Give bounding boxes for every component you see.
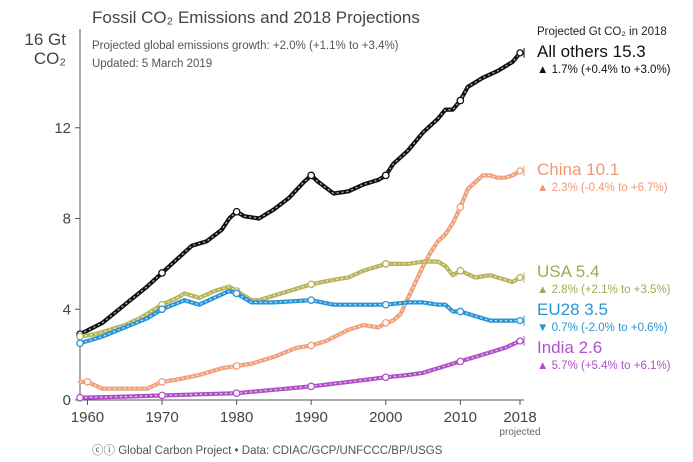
projection-point-india — [516, 337, 524, 345]
data-point-all_others — [232, 207, 241, 216]
data-point-china — [381, 319, 390, 327]
legend-growth-china: ▲ 2.3% (-0.4% to +6.7%) — [537, 182, 668, 194]
growth-note: Projected global emissions growth: +2.0%… — [92, 40, 399, 52]
y-tick-label: 8 — [63, 211, 71, 228]
data-point-eu28 — [307, 296, 316, 305]
y-tick-label: 4 — [63, 301, 71, 318]
legend-name-usa: USA 5.4 — [537, 262, 600, 281]
series-all_others — [76, 47, 525, 339]
legend-name-china: China 10.1 — [537, 160, 620, 179]
x-tick-label: 1980 — [220, 409, 253, 426]
data-point-all_others — [381, 171, 390, 180]
y-axis-title: 16 Gt CO₂ — [4, 30, 66, 68]
data-point-china — [456, 203, 465, 212]
legend-growth-india: ▲ 5.7% (+5.4% to +6.1%) — [537, 360, 671, 372]
data-point-usa — [381, 260, 390, 268]
series-dots-china — [80, 170, 521, 390]
data-point-eu28 — [76, 339, 84, 348]
data-point-all_others — [456, 96, 465, 105]
legend-name-all-others: All others 15.3 — [537, 42, 646, 61]
triangle-up-icon: ▲ — [537, 64, 549, 76]
series-dots-all_others — [79, 52, 521, 335]
data-point-india — [232, 389, 241, 398]
legend-name-india: India 2.6 — [537, 338, 603, 357]
legend-growth-all-others: ▲ 1.7% (+0.4% to +3.0%) — [537, 64, 671, 76]
data-point-india — [76, 393, 84, 402]
data-point-india — [158, 391, 166, 400]
triangle-up-icon: ▲ — [537, 284, 549, 296]
triangle-up-icon: ▲ — [537, 360, 549, 372]
legend-growth-eu28: ▼ 0.7% (-2.0% to +0.6%) — [537, 322, 668, 334]
data-point-eu28 — [232, 289, 241, 298]
x-tick-sublabel: projected — [499, 427, 540, 438]
series-layer — [76, 47, 525, 402]
projection-point-eu28 — [516, 316, 524, 325]
data-point-all_others — [307, 171, 316, 180]
series-line-all_others — [77, 50, 523, 337]
projection-point-all_others — [516, 49, 524, 57]
x-tick-label: 1970 — [145, 409, 178, 426]
data-point-china — [158, 377, 166, 386]
data-point-china — [307, 341, 316, 350]
y-axis-title-top: 16 Gt — [24, 30, 66, 49]
data-point-india — [381, 373, 390, 382]
legend-growth-usa: ▲ 2.8% (+2.1% to +3.5%) — [537, 284, 671, 296]
x-tick-label: 1960 — [71, 409, 104, 426]
data-point-all_others — [158, 269, 166, 277]
data-point-usa — [456, 266, 465, 275]
x-tick-label: 2018 — [503, 409, 536, 426]
projection-point-china — [516, 167, 524, 175]
series-line-china — [77, 168, 523, 391]
x-tick-label: 2000 — [369, 409, 402, 426]
triangle-down-icon: ▼ — [537, 322, 549, 334]
legend-heading: Projected Gt CO₂ in 2018 — [537, 26, 667, 38]
data-point-eu28 — [158, 305, 166, 314]
legend-name-eu28: EU28 3.5 — [537, 300, 608, 319]
series-india — [76, 336, 525, 402]
chart-title: Fossil CO₂ Emissions and 2018 Projection… — [92, 8, 420, 27]
data-point-india — [307, 382, 316, 391]
data-point-eu28 — [381, 300, 390, 309]
data-point-usa — [76, 332, 84, 341]
x-tick-label: 2010 — [444, 409, 477, 426]
creative-commons-icon: ⓒⓘ — [92, 445, 115, 457]
chart-axes: 0 4 8 12 1960 1970 1980 1990 2000 2010 2018project… — [54, 29, 541, 438]
data-point-india — [456, 357, 465, 366]
data-point-usa — [307, 280, 316, 289]
footer-credit: ⓒⓘ Global Carbon Project • Data: CDIAC/G… — [92, 445, 443, 457]
data-point-china — [83, 377, 92, 386]
y-tick-label: 0 — [63, 392, 71, 409]
series-line-eu28 — [77, 289, 523, 346]
data-point-eu28 — [456, 307, 465, 316]
series-china — [77, 165, 525, 391]
triangle-up-icon: ▲ — [537, 182, 549, 194]
y-axis-title-bottom: CO₂ — [33, 49, 66, 68]
x-tick-label: 1990 — [294, 409, 327, 426]
series-eu28 — [76, 289, 525, 348]
updated-note: Updated: 5 March 2019 — [92, 58, 213, 70]
y-tick-label: 12 — [54, 120, 71, 137]
projection-point-usa — [516, 273, 524, 282]
data-point-china — [232, 362, 241, 370]
